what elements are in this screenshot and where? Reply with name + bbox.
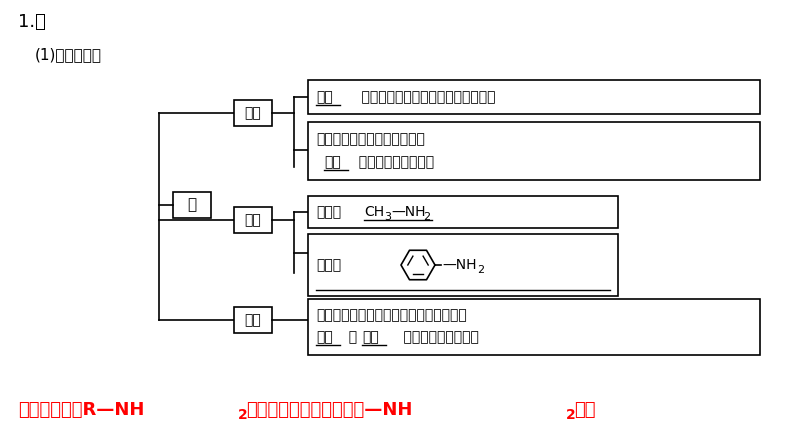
Text: 实例: 实例: [245, 213, 261, 227]
FancyBboxPatch shape: [234, 207, 272, 233]
Text: ，官能团的名称为氨基（—NH: ，官能团的名称为氨基（—NH: [246, 401, 412, 419]
Text: 、: 、: [340, 330, 357, 344]
FancyBboxPatch shape: [234, 100, 272, 126]
FancyBboxPatch shape: [173, 192, 211, 218]
Text: 2: 2: [238, 408, 248, 422]
Text: CH: CH: [364, 205, 384, 219]
FancyBboxPatch shape: [308, 196, 618, 228]
Text: 2: 2: [566, 408, 576, 422]
Text: 用途: 用途: [245, 313, 261, 327]
Text: 2: 2: [477, 265, 484, 275]
FancyBboxPatch shape: [308, 122, 760, 180]
Text: 和染料等的重要原料: 和染料等的重要原料: [386, 330, 479, 344]
Text: 2: 2: [423, 212, 430, 222]
Text: —NH: —NH: [442, 258, 476, 272]
Text: 胺: 胺: [187, 198, 197, 212]
FancyBboxPatch shape: [308, 299, 760, 355]
Text: 结构: 结构: [245, 106, 261, 120]
Text: ）。: ）。: [574, 401, 596, 419]
FancyBboxPatch shape: [308, 80, 760, 114]
Text: 氨基: 氨基: [324, 155, 341, 169]
Text: 农药: 农药: [362, 330, 379, 344]
Text: (1)结构与用途: (1)结构与用途: [35, 47, 102, 63]
Text: 医药: 医药: [316, 330, 333, 344]
Text: 苯胺：: 苯胺：: [316, 258, 341, 272]
Text: —NH: —NH: [391, 205, 426, 219]
FancyBboxPatch shape: [234, 307, 272, 333]
Text: 重要的化工原料，如甲胺和苯胺都是合成: 重要的化工原料，如甲胺和苯胺都是合成: [316, 308, 467, 322]
FancyBboxPatch shape: [308, 234, 618, 296]
Text: 3: 3: [384, 212, 391, 222]
Text: 甲胺：: 甲胺：: [316, 205, 341, 219]
Text: 所替代得到的化合物: 所替代得到的化合物: [350, 155, 434, 169]
Text: 取代氨分子中的氢原子形成的化合物: 取代氨分子中的氢原子形成的化合物: [344, 90, 495, 104]
Text: 通式可表示为R—NH: 通式可表示为R—NH: [18, 401, 145, 419]
Text: 1.胺: 1.胺: [18, 13, 46, 31]
Text: 烃基: 烃基: [316, 90, 333, 104]
Text: 也可看作烃分子中的氢原子被: 也可看作烃分子中的氢原子被: [316, 132, 425, 146]
